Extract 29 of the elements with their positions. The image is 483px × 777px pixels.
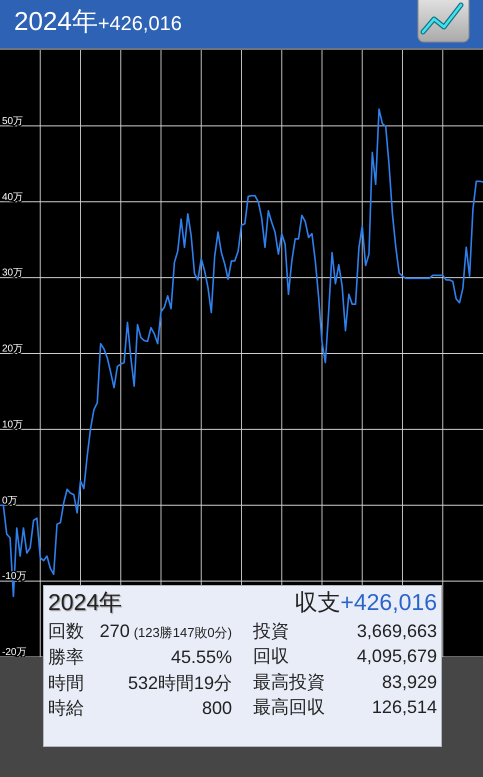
- y-tick-label: -20万: [2, 647, 26, 658]
- annotation: 2024年: [48, 588, 122, 617]
- text: 83,929: [382, 672, 437, 692]
- chart-title: 2024年: [14, 5, 98, 38]
- text: 時間: [48, 672, 84, 695]
- text: 800: [202, 698, 232, 718]
- y-tick-label: 0万: [2, 495, 18, 506]
- annotation: 4,095,679: [356, 646, 437, 666]
- annotation: 3,669,663: [356, 621, 437, 641]
- annotation: 回収: [253, 645, 289, 668]
- annotation: 45.55%: [170, 647, 232, 668]
- annotation: 勝率: [48, 646, 84, 670]
- text: 時給: [48, 697, 84, 720]
- text: 最高回収: [253, 696, 325, 720]
- annotation: 270: [100, 621, 130, 641]
- annotation: (123勝147敗0分): [134, 625, 232, 640]
- y-tick-label: 40万: [2, 192, 24, 203]
- text: +426,016: [340, 589, 437, 615]
- annotation: 投資: [253, 620, 289, 643]
- text: 126,514: [372, 697, 437, 718]
- y-tick-label: 50万: [2, 116, 24, 127]
- y-tick-label: 30万: [2, 268, 24, 279]
- y-tick-label: 10万: [2, 419, 24, 430]
- annotation: 収支: [294, 589, 340, 615]
- text: +426,016: [98, 13, 182, 36]
- text: 532時間19分: [128, 672, 232, 693]
- annotation: 回数: [48, 620, 84, 643]
- y-tick-label: 20万: [2, 344, 24, 354]
- text: 最高投資: [253, 670, 325, 694]
